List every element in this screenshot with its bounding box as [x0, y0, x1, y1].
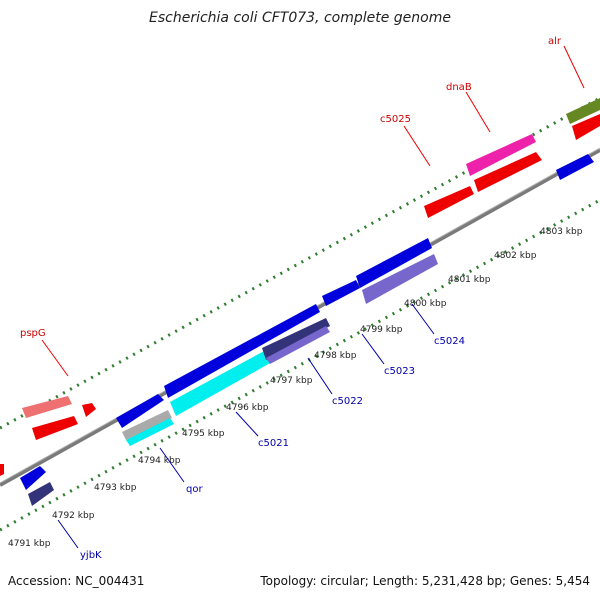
- leader-line-c5023: [361, 333, 385, 365]
- gene-label-qor[interactable]: qor: [186, 484, 203, 495]
- gene-arrow-c5021-cyan[interactable]: [170, 350, 272, 416]
- tick-label: 4797 kbp: [270, 376, 313, 386]
- lower-tick-track: [0, 198, 600, 532]
- gene-label-yjbK[interactable]: yjbK: [80, 550, 102, 561]
- gene-arrow-c5024[interactable]: [362, 254, 438, 304]
- gene-arrow-qor-gray[interactable]: [122, 410, 172, 440]
- leader-line-c5025: [403, 125, 431, 167]
- gene-arrow-alr[interactable]: [566, 98, 600, 124]
- gene-arrow-c5022-lav[interactable]: [266, 326, 330, 364]
- genome-summary-label: Topology: circular; Length: 5,231,428 bp…: [260, 574, 590, 588]
- leader-line-alr: [563, 45, 585, 89]
- gene-arrow-pspG[interactable]: [22, 396, 72, 418]
- gene-label-c5024[interactable]: c5024: [434, 336, 465, 347]
- tick-label: 4800 kbp: [404, 299, 447, 309]
- gene-arrow-blue-1[interactable]: [20, 466, 46, 490]
- leader-line-qor: [159, 447, 185, 483]
- gene-arrow-qor-cyan[interactable]: [126, 418, 174, 446]
- gene-arrow-qor-blue[interactable]: [116, 394, 164, 428]
- tick-label: 4793 kbp: [94, 483, 137, 493]
- tick-label: 4799 kbp: [360, 325, 403, 335]
- leader-line-pspG: [41, 339, 69, 377]
- accession-label: Accession: NC_004431: [8, 574, 145, 588]
- gene-arrow-c5025[interactable]: [424, 186, 474, 218]
- tick-label: 4801 kbp: [448, 275, 491, 285]
- gene-label-dnaB[interactable]: dnaB: [446, 82, 472, 93]
- gene-arrow-dnaB[interactable]: [466, 134, 536, 176]
- gene-label-c5021[interactable]: c5021: [258, 438, 289, 449]
- tick-label: 4795 kbp: [182, 429, 225, 439]
- tick-label: 4796 kbp: [226, 403, 269, 413]
- reverse-genes: [20, 154, 594, 506]
- leader-line-dnaB: [465, 91, 491, 133]
- tick-label: 4791 kbp: [8, 539, 51, 549]
- gene-label-pspG[interactable]: pspG: [20, 328, 46, 339]
- gene-arrow-dnaB-red[interactable]: [474, 152, 542, 192]
- leader-line-c5024: [411, 303, 435, 335]
- leader-line-yjbK: [57, 519, 79, 549]
- gene-label-c5025[interactable]: c5025: [380, 114, 411, 125]
- forward-gene-labels: pspG c5025 dnaB alr: [20, 36, 585, 377]
- gene-arrow-c5023[interactable]: [322, 280, 360, 306]
- gene-arrow-small-red[interactable]: [82, 403, 96, 417]
- map-title: Escherichia coli CFT073, complete genome: [149, 10, 451, 26]
- tick-label: 4802 kbp: [494, 251, 537, 261]
- gene-arrow-c5022[interactable]: [262, 318, 330, 360]
- gene-arrow-red-right[interactable]: [572, 114, 600, 140]
- tick-labels: 4791 kbp 4792 kbp 4793 kbp 4794 kbp 4795…: [8, 227, 583, 549]
- gene-label-c5022[interactable]: c5022: [332, 396, 363, 407]
- gene-arrow-blue-right[interactable]: [556, 154, 594, 180]
- gene-arrow-red-edge[interactable]: [0, 464, 4, 476]
- tick-label: 4794 kbp: [138, 456, 181, 466]
- leader-line-c5022: [307, 357, 333, 395]
- gene-arrow-yjbK[interactable]: [28, 482, 54, 506]
- tick-label: 4803 kbp: [540, 227, 583, 237]
- forward-genes: [0, 98, 600, 476]
- gene-label-c5023[interactable]: c5023: [384, 366, 415, 377]
- reverse-gene-labels: yjbK qor c5021 c5022 c5023 c5024: [57, 303, 465, 561]
- gene-arrow-c5021[interactable]: [164, 304, 320, 398]
- tick-label: 4798 kbp: [314, 351, 357, 361]
- tick-label: 4792 kbp: [52, 511, 95, 521]
- gene-arrow-red-left[interactable]: [32, 416, 78, 440]
- leader-line-c5021: [235, 411, 259, 437]
- gene-label-alr[interactable]: alr: [548, 36, 562, 47]
- gene-arrow-c5024-blue[interactable]: [356, 238, 432, 288]
